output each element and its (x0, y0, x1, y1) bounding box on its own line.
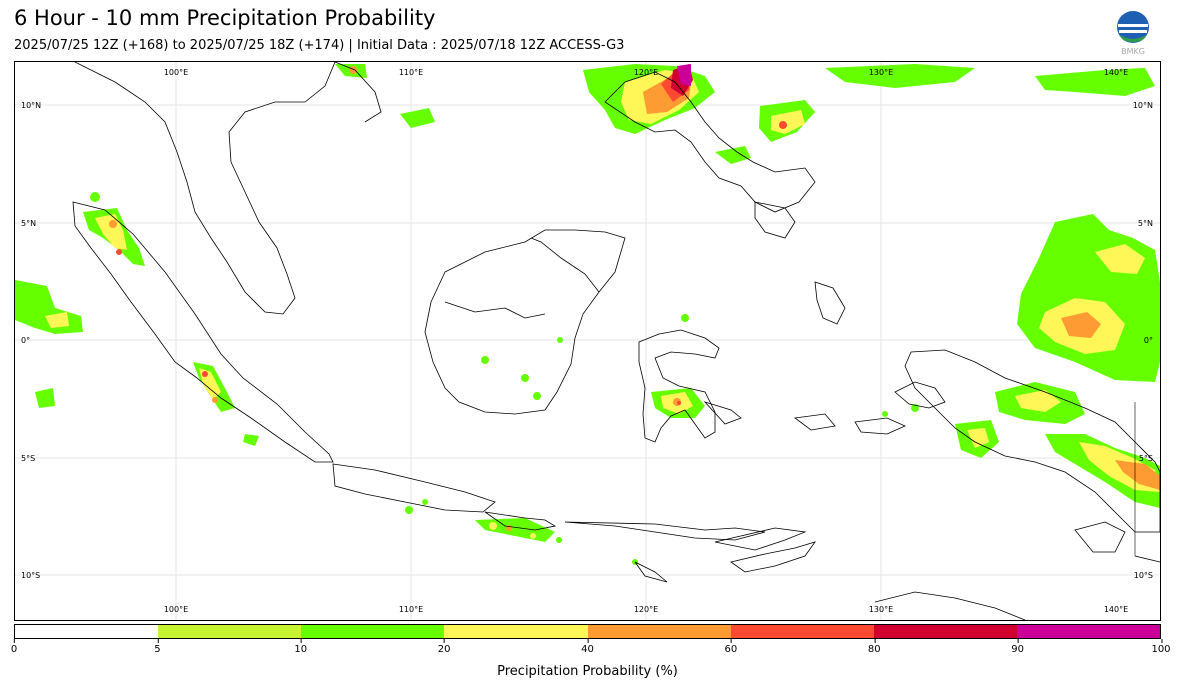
lat-label: 10°N (1133, 101, 1153, 110)
colorbar-label: Precipitation Probability (%) (497, 664, 678, 679)
lon-label: 140°E (1104, 605, 1128, 614)
chart-title: 6 Hour - 10 mm Precipitation Probability (14, 6, 436, 30)
colorbar-tick: 10 (294, 639, 307, 655)
colorbar-bin (15, 625, 159, 638)
colorbar-tick: 100 (1151, 639, 1171, 655)
colorbar-tick: 0 (11, 639, 17, 655)
colorbar-bin (444, 625, 588, 638)
lat-label: 5°S (1139, 454, 1153, 463)
colorbar-bin (301, 625, 445, 638)
colorbar-tick: 5 (154, 639, 161, 655)
lat-label: 10°N (21, 101, 41, 110)
lon-label: 120°E (634, 68, 658, 77)
lat-label: 10°S (21, 571, 40, 580)
map-gridlines (15, 62, 1160, 620)
colorbar-tick: 60 (725, 639, 737, 655)
chart-subtitle: 2025/07/25 12Z (+168) to 2025/07/25 18Z … (14, 38, 625, 53)
colorbar (14, 624, 1161, 639)
lat-label: 0° (1144, 336, 1153, 345)
lat-label: 5°N (1138, 219, 1153, 228)
coastlines (72, 62, 1160, 620)
lat-label: 0° (21, 336, 30, 345)
colorbar-tick: 90 (1011, 639, 1024, 655)
colorbar-tick: 80 (868, 639, 881, 655)
lon-label: 130°E (869, 605, 893, 614)
lat-labels-left: 10°N 5°N 0° 5°S 10°S (21, 101, 41, 580)
precip-shading (15, 64, 1160, 565)
colorbar-bin (587, 625, 731, 638)
colorbar-bin (1016, 625, 1160, 638)
colorbar-tick: 20 (438, 639, 450, 655)
lon-label: 100°E (164, 68, 188, 77)
colorbar-bin (730, 625, 874, 638)
colorbar-ticks: 0 5 10 20 40 60 80 90 100 (11, 639, 1171, 659)
bmkg-logo: BMKG (1114, 10, 1152, 56)
lon-label: 110°E (399, 605, 423, 614)
lat-label: 10°S (1134, 571, 1153, 580)
colorbar-bin (158, 625, 302, 638)
lon-label: 120°E (634, 605, 658, 614)
lat-label: 5°N (21, 219, 36, 228)
colorbar-tick: 40 (581, 639, 594, 655)
lon-labels-bottom: 100°E 110°E 120°E 130°E 140°E (164, 605, 1128, 614)
lon-labels-top: 100°E 110°E 120°E 130°E 140°E (164, 68, 1128, 77)
lon-label: 130°E (869, 68, 893, 77)
colorbar-bin (873, 625, 1017, 638)
logo-text: BMKG (1121, 47, 1145, 56)
lat-labels-right: 10°N 5°N 0° 5°S 10°S (1133, 101, 1153, 580)
lat-label: 5°S (21, 454, 35, 463)
lon-label: 110°E (399, 68, 423, 77)
precipitation-map: 100°E 110°E 120°E 130°E 140°E 100°E 110°… (14, 61, 1161, 621)
lon-label: 100°E (164, 605, 188, 614)
lon-label: 140°E (1104, 68, 1128, 77)
